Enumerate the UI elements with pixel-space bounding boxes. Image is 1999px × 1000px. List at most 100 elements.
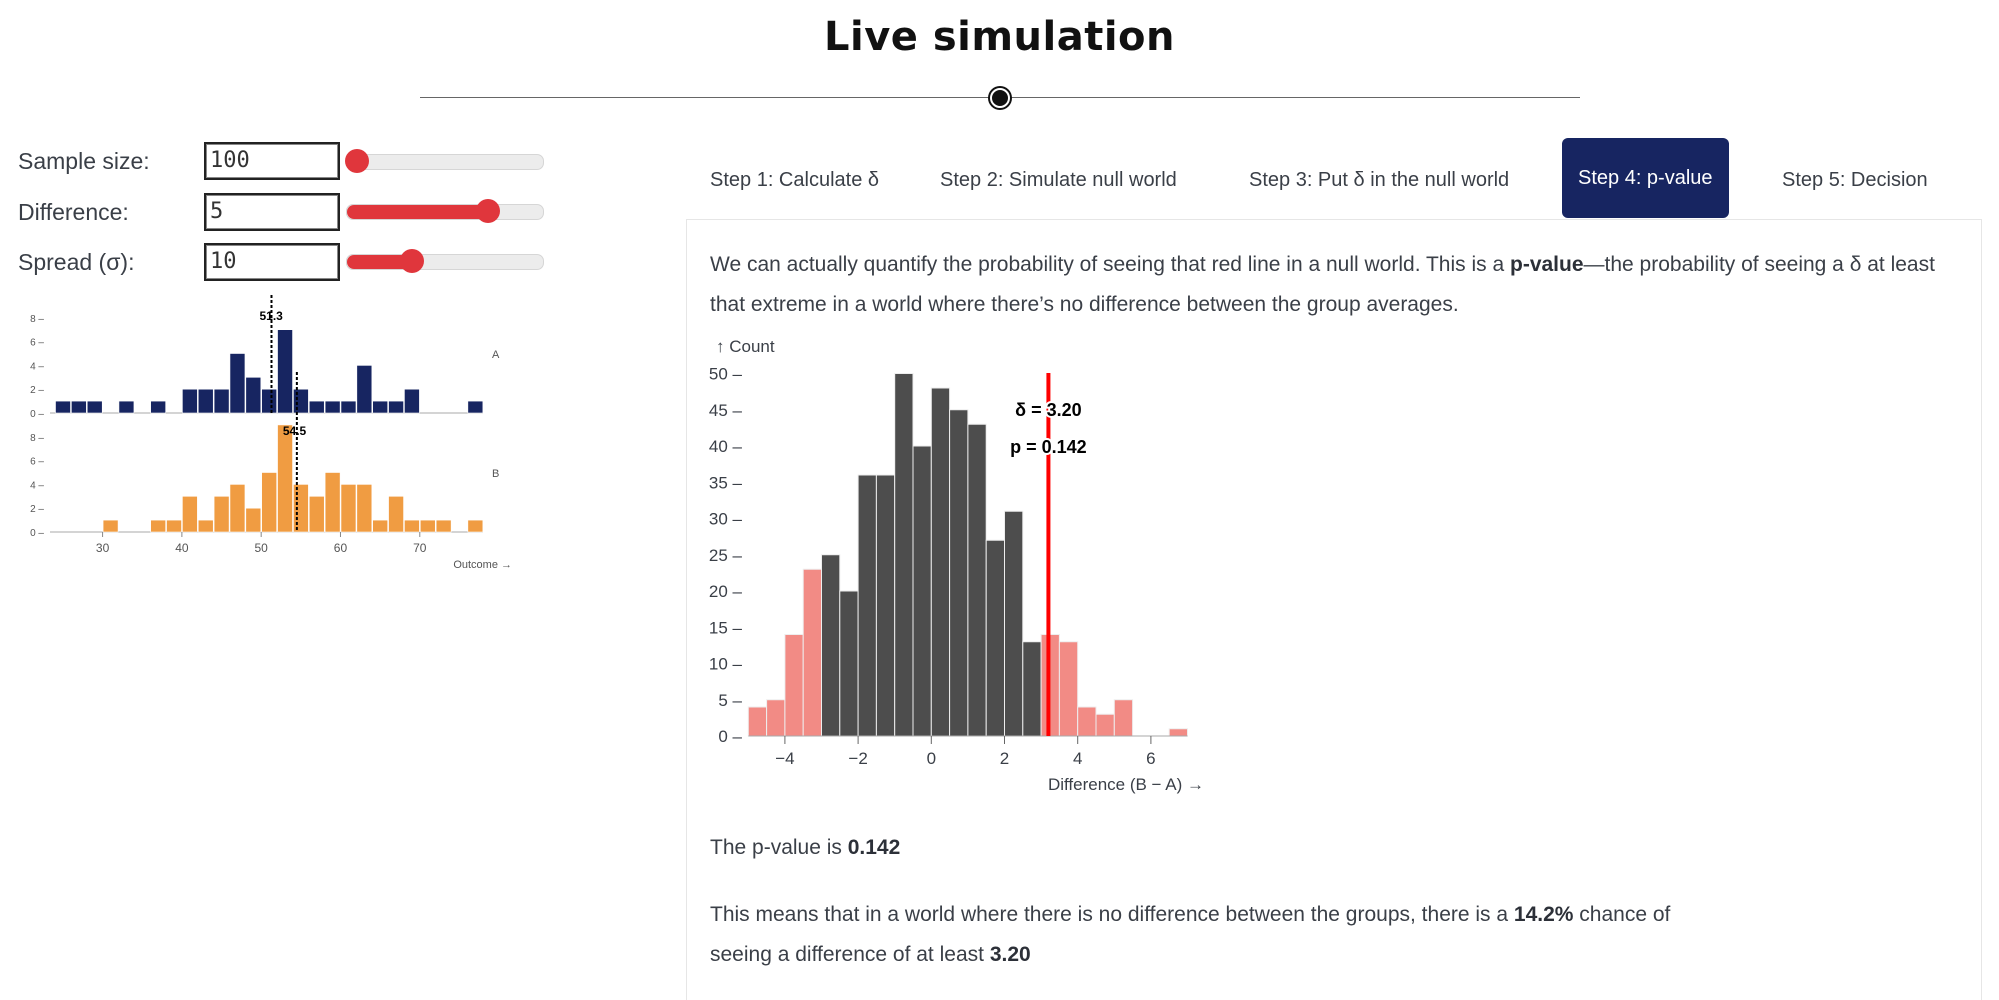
y-tick-label: 2 – — [30, 504, 44, 515]
group-label-B: B — [492, 468, 499, 480]
histogram-bar-B — [324, 472, 341, 533]
histogram-bar-B — [404, 519, 420, 533]
y-tick-label: 2 – — [30, 385, 44, 396]
extreme-bar — [1058, 641, 1079, 737]
histogram-bar-B — [261, 472, 277, 533]
histogram-bar-A — [340, 400, 357, 414]
y-tick-label: 25 – — [709, 546, 743, 565]
histogram-bar-B — [308, 496, 325, 533]
histogram-bar-B — [166, 519, 182, 533]
page-title: Live simulation — [824, 14, 1175, 60]
meaning-text-2: chance of seeing a difference of at leas… — [710, 903, 1671, 966]
histogram-bar-B — [182, 496, 198, 533]
x-axis-label: Outcome → — [453, 559, 512, 571]
x-tick-label: 6 — [1146, 749, 1155, 768]
tab-step-2[interactable]: Step 2: Simulate null world — [940, 169, 1177, 191]
meaning-percent: 14.2% — [1513, 903, 1574, 926]
null-bar — [912, 445, 932, 737]
y-tick-label: 30 – — [709, 510, 743, 529]
histogram-bar-B — [435, 519, 452, 533]
pvalue-prefix: The p-value is — [710, 836, 848, 859]
tab-step-3[interactable]: Step 3: Put δ in the null world — [1249, 169, 1510, 191]
extreme-bar — [747, 706, 768, 737]
extreme-bar — [802, 568, 822, 737]
difference-label: Difference: — [18, 199, 129, 225]
difference-slider[interactable] — [346, 199, 544, 223]
histogram-bar-A — [261, 388, 277, 414]
histogram-bar-B — [102, 519, 119, 533]
sample-size-input[interactable]: 100 — [204, 142, 340, 180]
y-tick-label: 0 – — [30, 528, 44, 539]
histogram-bar-A — [308, 400, 325, 414]
histogram-bar-A — [182, 388, 198, 414]
histogram-bar-B — [150, 519, 166, 533]
y-tick-label: 20 – — [709, 582, 743, 601]
null-bar — [857, 474, 877, 737]
p-value-term: p-value — [1510, 253, 1584, 276]
null-bar — [875, 474, 896, 737]
histogram-bar-B — [245, 507, 262, 533]
x-tick-label: 0 — [927, 749, 936, 768]
y-tick-label: 6 – — [30, 338, 44, 349]
p-label: p = 0.142 — [1010, 437, 1087, 457]
histogram-bar-B — [293, 484, 309, 533]
x-tick-label: −2 — [848, 749, 867, 768]
y-tick-label: 40 – — [709, 437, 743, 456]
histogram-bar-B — [356, 484, 373, 533]
histogram-bar-B — [388, 496, 404, 533]
meaning-text: This means that in a world where there i… — [710, 895, 1710, 975]
pvalue-value: 0.142 — [847, 836, 901, 859]
y-tick-label: 8 – — [30, 314, 44, 325]
slider-handle[interactable] — [399, 249, 424, 273]
histogram-bar-B — [277, 424, 293, 533]
histogram-bar-A — [324, 400, 341, 414]
histogram-bar-A — [356, 365, 373, 414]
y-axis-label: ↑ Count — [716, 337, 775, 356]
histogram-bar-A — [467, 400, 484, 414]
null-bar — [949, 409, 969, 737]
difference-input[interactable]: 5 — [204, 193, 340, 231]
y-tick-label: 4 – — [30, 361, 44, 372]
delta-label: δ = 3.20 — [1015, 400, 1081, 420]
spread-label: Spread (σ): — [18, 249, 135, 275]
extreme-bar — [784, 634, 804, 737]
histogram-bar-A — [150, 400, 166, 414]
spread-slider[interactable] — [346, 249, 544, 273]
histogram-bar-A — [372, 400, 389, 414]
y-tick-label: 6 – — [30, 457, 44, 468]
x-tick-label: 70 — [413, 541, 427, 555]
x-tick-label: −4 — [775, 749, 794, 768]
null-bar — [1004, 510, 1024, 737]
extreme-bar — [1113, 699, 1134, 737]
slider-handle[interactable] — [344, 149, 369, 173]
group-label-A: A — [492, 349, 500, 361]
histogram-bar-A — [404, 388, 420, 414]
histogram-bar-A — [213, 388, 230, 414]
histogram-bar-B — [197, 519, 214, 533]
null-bar — [930, 387, 951, 737]
sample-histograms: 0 – 2 – 4 – 6 – 8 – 51.3 A 0 – 2 – 4 – 6 – 8 – 54.5 B… — [30, 295, 512, 571]
x-axis-label: Difference (B − A) → — [1048, 775, 1204, 794]
null-bar — [1022, 641, 1042, 737]
y-tick-label: 5 – — [718, 691, 742, 710]
slider-handle[interactable] — [476, 199, 501, 223]
spread-input[interactable]: 10 — [204, 243, 340, 281]
x-tick-label: 40 — [175, 541, 189, 555]
histogram-bar-A — [245, 377, 262, 414]
tab-step-1[interactable]: Step 1: Calculate δ — [710, 169, 880, 191]
step-scrubber-handle[interactable] — [990, 88, 1010, 108]
intro-text-2: —the probability of seeing a δ at least … — [710, 253, 1935, 316]
y-tick-label: 45 – — [709, 401, 743, 420]
null-bar — [985, 539, 1006, 737]
y-tick-label: 0 – — [30, 409, 44, 420]
intro-text-1: We can actually quantify the probability… — [710, 253, 1510, 276]
tab-step-5[interactable]: Step 5: Decision — [1782, 169, 1928, 191]
meaning-text-1: This means that in a world where there i… — [710, 903, 1514, 926]
tab-step-4[interactable]: Step 4: p-value — [1562, 138, 1729, 218]
x-tick-label: 60 — [334, 541, 348, 555]
histogram-bar-B — [213, 496, 230, 533]
intro-text: We can actually quantify the probability… — [710, 245, 1960, 325]
sample-size-slider[interactable] — [344, 149, 544, 173]
histogram-bar-B — [372, 519, 389, 533]
histogram-bar-B — [340, 484, 357, 533]
